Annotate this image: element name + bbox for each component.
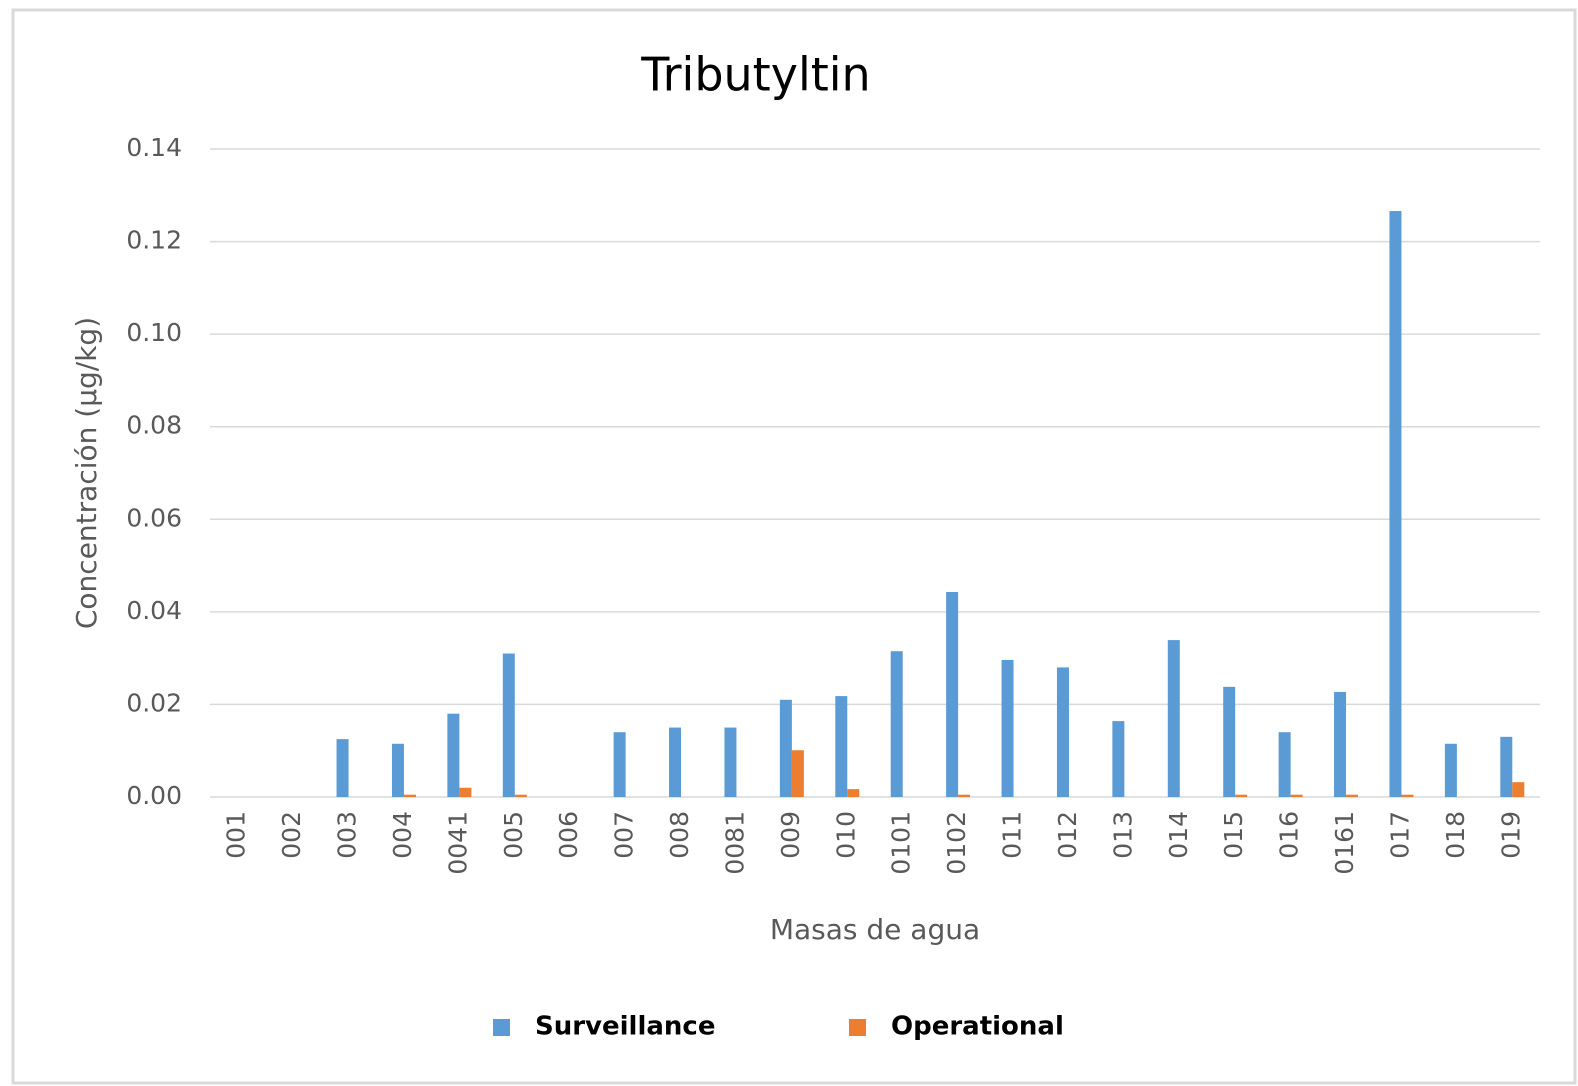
bar [502,653,515,797]
bar [1334,691,1347,797]
x-tick-label: 004 [388,811,417,859]
bar [779,699,792,797]
bar [1278,732,1291,797]
y-tick-label: 0.02 [126,688,182,717]
x-tick-label: 003 [333,811,362,859]
bar [791,750,804,797]
bar [1401,794,1414,797]
x-tick-label: 006 [554,811,583,859]
x-tick-label: 018 [1441,811,1470,859]
x-tick-label: 012 [1053,811,1082,859]
chart-title: Tributyltin [640,48,870,102]
y-tick-label: 0.08 [126,411,182,440]
bar [391,743,404,797]
bar [1223,686,1236,797]
bar [1500,736,1513,797]
x-tick-label: 015 [1219,811,1248,859]
y-axis-title: Concentración (µg/kg) [70,317,103,629]
y-tick-label: 0.12 [126,226,182,255]
bar [1444,743,1457,797]
x-tick-label: 019 [1496,811,1525,859]
legend-label: Surveillance [535,1012,715,1042]
bar [1389,211,1402,798]
x-tick-label: 013 [1108,811,1137,859]
y-tick-label: 0.14 [126,133,182,162]
bar [1112,721,1125,797]
bar [1001,659,1014,797]
x-tick-label: 014 [1164,811,1193,859]
bar [1235,794,1248,797]
bar [1512,782,1525,797]
bar [447,713,460,797]
bar [336,739,349,797]
x-tick-label: 001 [222,811,251,859]
x-tick-label: 002 [277,811,306,859]
bar [946,591,959,797]
legend-label: Operational [891,1012,1064,1042]
x-axis-title: Masas de agua [770,913,980,946]
x-tick-label: 017 [1385,811,1414,859]
x-tick-label: 0102 [942,811,971,875]
y-tick-label: 0.04 [126,596,182,625]
bar [847,789,860,797]
y-tick-label: 0.06 [126,503,182,532]
x-tick-label: 0101 [887,811,916,875]
bar [1056,667,1069,797]
y-tick-label: 0.00 [126,781,182,810]
bar [459,787,472,797]
bar [724,727,737,797]
bar [958,794,971,797]
x-tick-label: 011 [998,811,1027,859]
bar [514,794,527,797]
x-tick-label: 008 [665,811,694,859]
x-tick-label: 005 [499,811,528,859]
bar [890,651,903,797]
x-tick-label: 009 [776,811,805,859]
bar [1346,794,1359,797]
bar [403,794,416,797]
x-tick-label: 016 [1275,811,1304,859]
legend-swatch [849,1019,866,1036]
chart-frame [11,8,1577,1085]
x-tick-label: 007 [610,811,639,859]
bar [669,727,682,797]
bar [613,732,626,797]
bar [1290,794,1303,797]
bar [835,696,848,797]
y-tick-label: 0.10 [126,318,182,347]
x-tick-label: 0041 [443,811,472,875]
x-tick-label: 0081 [720,811,749,875]
legend-swatch [493,1019,510,1036]
bar [1167,640,1180,797]
x-tick-label: 0161 [1330,811,1359,875]
x-tick-label: 010 [831,811,860,859]
